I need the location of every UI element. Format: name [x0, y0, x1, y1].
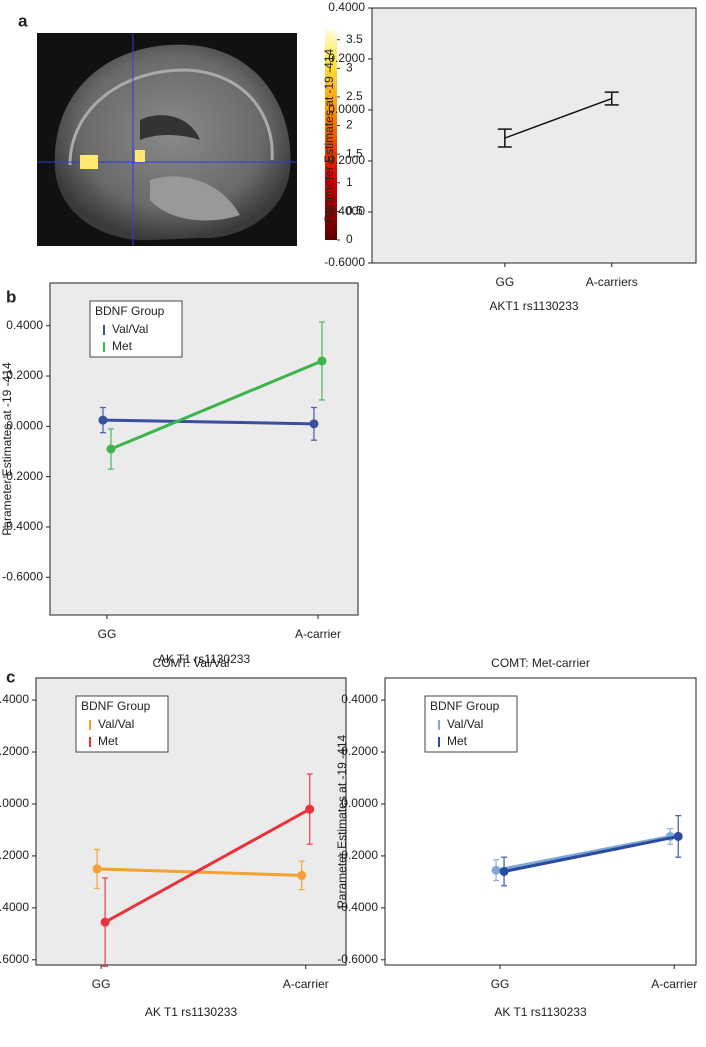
point [297, 871, 306, 880]
colorbar-tick-label: 2.5 [346, 89, 363, 103]
point [93, 864, 102, 873]
y-tick-label: -0.6000 [0, 952, 29, 966]
x-tick-label: A-carrier [295, 627, 341, 641]
point [309, 419, 318, 428]
brain-image [37, 33, 297, 246]
panel-label: a [18, 11, 28, 30]
point [492, 866, 501, 875]
x-tick-label: GG [496, 275, 515, 289]
x-tick-label: A-carrier [283, 977, 329, 991]
x-axis-label: AK T1 rs1130233 [494, 1005, 587, 1019]
y-axis-label: Parameter Estimates at -19 -414 [335, 734, 349, 908]
x-tick-label: GG [491, 977, 510, 991]
legend-label: Met [98, 734, 119, 748]
point [500, 867, 509, 876]
point [305, 805, 314, 814]
y-axis-label: Parameter Estimates at -19 -414 [322, 48, 336, 222]
y-tick-label: -0.4000 [0, 900, 29, 914]
x-axis-label: AKT1 rs1130233 [489, 299, 578, 313]
chart-title: COMT: Val/Val [153, 656, 230, 670]
y-tick-label: 0.2000 [0, 744, 29, 758]
point [674, 832, 683, 841]
x-tick-label: A-carriers [586, 275, 638, 289]
colorbar-tick-label: 1 [346, 175, 353, 189]
plot-area [372, 8, 696, 263]
point [98, 416, 107, 425]
y-tick-label: 0.0000 [0, 796, 29, 810]
colorbar-tick-label: 3.5 [346, 32, 363, 46]
legend-label: Val/Val [447, 717, 483, 731]
point [106, 445, 115, 454]
y-tick-label: 0.4000 [6, 318, 43, 332]
y-axis-label: Parameter Estimates at -19 -414 [0, 362, 14, 536]
y-tick-label: 0.4000 [341, 692, 378, 706]
panel-label: c [6, 667, 15, 686]
panel-label: b [6, 287, 16, 306]
x-tick-label: GG [98, 627, 117, 641]
chart-title: COMT: Met-carrier [491, 656, 590, 670]
point [101, 918, 110, 927]
y-tick-label: 0.4000 [0, 692, 29, 706]
y-tick-label: -0.6000 [324, 255, 365, 269]
legend-title: BDNF Group [95, 304, 165, 318]
legend-label: Met [447, 734, 468, 748]
y-tick-label: -0.6000 [2, 569, 43, 583]
legend-label: Val/Val [98, 717, 134, 731]
colorbar-tick-label: 0 [346, 232, 353, 246]
x-axis-label: AK T1 rs1130233 [145, 1005, 238, 1019]
legend-title: BDNF Group [430, 699, 500, 713]
colorbar-tick-label: 2 [346, 118, 353, 132]
y-tick-label: -0.6000 [337, 952, 378, 966]
legend-label: Val/Val [112, 322, 148, 336]
y-tick-label: 0.4000 [328, 0, 365, 14]
point [317, 356, 326, 365]
legend-title: BDNF Group [81, 699, 151, 713]
x-tick-label: A-carrier [651, 977, 697, 991]
legend-label: Met [112, 339, 133, 353]
y-tick-label: -0.2000 [0, 848, 29, 862]
x-tick-label: GG [92, 977, 111, 991]
